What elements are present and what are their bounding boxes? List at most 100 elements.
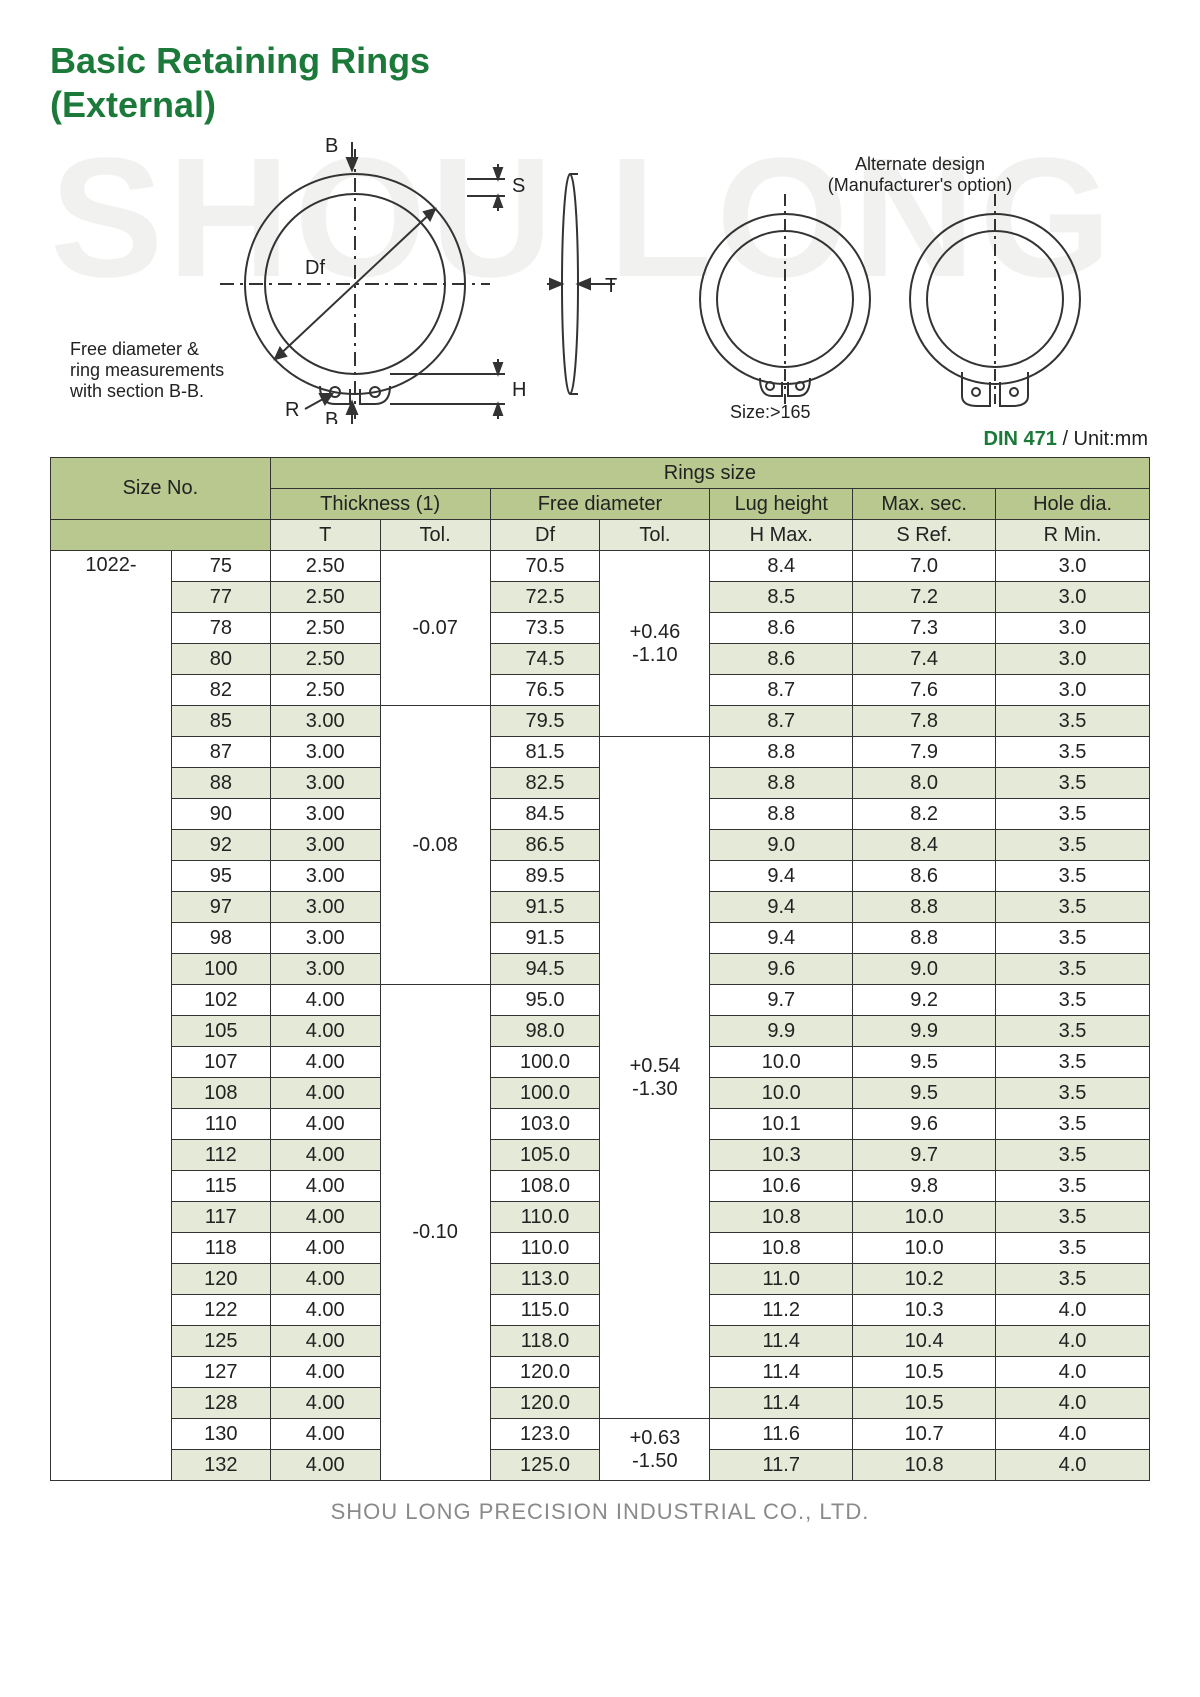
cell: 9.5 xyxy=(853,1047,996,1078)
cell: 100 xyxy=(171,954,270,985)
cell: 95 xyxy=(171,861,270,892)
cell: 3.5 xyxy=(996,799,1150,830)
cell: 107 xyxy=(171,1047,270,1078)
cell: 11.6 xyxy=(710,1419,853,1450)
cell: 73.5 xyxy=(490,613,600,644)
cell: 91.5 xyxy=(490,923,600,954)
cell: 8.8 xyxy=(853,923,996,954)
cell: 3.5 xyxy=(996,985,1150,1016)
cell: 9.8 xyxy=(853,1171,996,1202)
cell: 3.5 xyxy=(996,892,1150,923)
cell: 4.00 xyxy=(270,985,380,1016)
cell: 2.50 xyxy=(270,551,380,582)
cell: 9.9 xyxy=(853,1016,996,1047)
cell: 8.5 xyxy=(710,582,853,613)
cell: 4.00 xyxy=(270,1295,380,1326)
cell: 102 xyxy=(171,985,270,1016)
cell: 123.0 xyxy=(490,1419,600,1450)
cell: 7.6 xyxy=(853,675,996,706)
cell: 9.6 xyxy=(710,954,853,985)
cell: 132 xyxy=(171,1450,270,1481)
label-B-top: B xyxy=(325,135,338,157)
cell: 4.00 xyxy=(270,1078,380,1109)
cell: 3.5 xyxy=(996,1233,1150,1264)
cell: 3.5 xyxy=(996,768,1150,799)
th-maxsec: Max. sec. xyxy=(853,489,996,520)
cell: 3.5 xyxy=(996,1078,1150,1109)
cell: 8.8 xyxy=(853,892,996,923)
cell: 10.8 xyxy=(710,1202,853,1233)
cell: 97 xyxy=(171,892,270,923)
th-Rmin: R Min. xyxy=(996,520,1150,551)
cell: 3.5 xyxy=(996,706,1150,737)
cell: 10.3 xyxy=(853,1295,996,1326)
cell: 3.5 xyxy=(996,1109,1150,1140)
th-thickness: Thickness (1) xyxy=(270,489,490,520)
cell: 4.00 xyxy=(270,1450,380,1481)
free-diameter-note: Free diameter & ring measurements with s… xyxy=(70,339,224,402)
cell: 108.0 xyxy=(490,1171,600,1202)
cell: 88 xyxy=(171,768,270,799)
cell: 4.00 xyxy=(270,1264,380,1295)
cell: 8.0 xyxy=(853,768,996,799)
cell: 10.3 xyxy=(710,1140,853,1171)
cell: 4.00 xyxy=(270,1388,380,1419)
cell: 10.2 xyxy=(853,1264,996,1295)
cell: 115.0 xyxy=(490,1295,600,1326)
cell: 118.0 xyxy=(490,1326,600,1357)
cell: 4.00 xyxy=(270,1016,380,1047)
cell: 91.5 xyxy=(490,892,600,923)
cell: 7.2 xyxy=(853,582,996,613)
cell: 4.0 xyxy=(996,1388,1150,1419)
cell: 3.5 xyxy=(996,1047,1150,1078)
cell: 3.0 xyxy=(996,582,1150,613)
label-R: R xyxy=(285,399,299,421)
cell: 125.0 xyxy=(490,1450,600,1481)
cell: 86.5 xyxy=(490,830,600,861)
cell: 3.5 xyxy=(996,1140,1150,1171)
cell: 113.0 xyxy=(490,1264,600,1295)
cell: 8.7 xyxy=(710,706,853,737)
cell: 3.00 xyxy=(270,706,380,737)
tol-df: +0.46-1.10 xyxy=(600,551,710,737)
cell: 115 xyxy=(171,1171,270,1202)
cell: 108 xyxy=(171,1078,270,1109)
th-Tol1: Tol. xyxy=(380,520,490,551)
cell: 10.6 xyxy=(710,1171,853,1202)
cell: 11.4 xyxy=(710,1326,853,1357)
cell: 84.5 xyxy=(490,799,600,830)
cell: 3.00 xyxy=(270,923,380,954)
th-lug: Lug height xyxy=(710,489,853,520)
cell: 10.1 xyxy=(710,1109,853,1140)
cell: 4.00 xyxy=(270,1326,380,1357)
cell: 11.4 xyxy=(710,1357,853,1388)
cell: 3.5 xyxy=(996,1264,1150,1295)
cell: 3.5 xyxy=(996,861,1150,892)
cell: 8.6 xyxy=(710,613,853,644)
cell: 9.5 xyxy=(853,1078,996,1109)
cell: 110 xyxy=(171,1109,270,1140)
cell: 120.0 xyxy=(490,1357,600,1388)
cell: 10.5 xyxy=(853,1357,996,1388)
cell: 7.9 xyxy=(853,737,996,768)
cell: 98 xyxy=(171,923,270,954)
cell: 4.0 xyxy=(996,1419,1150,1450)
cell: 3.00 xyxy=(270,861,380,892)
cell: 79.5 xyxy=(490,706,600,737)
cell: 4.00 xyxy=(270,1047,380,1078)
cell: 10.4 xyxy=(853,1326,996,1357)
cell: 9.0 xyxy=(853,954,996,985)
cell: 4.0 xyxy=(996,1357,1150,1388)
diagram-area: B B S Df T H R Free diameter & ring meas… xyxy=(50,134,1150,424)
cell: 117 xyxy=(171,1202,270,1233)
cell: 10.0 xyxy=(853,1202,996,1233)
th-T: T xyxy=(270,520,380,551)
cell: 4.00 xyxy=(270,1140,380,1171)
cell: 3.00 xyxy=(270,830,380,861)
cell: 4.0 xyxy=(996,1295,1150,1326)
cell: 10.5 xyxy=(853,1388,996,1419)
cell: 82.5 xyxy=(490,768,600,799)
cell: 4.00 xyxy=(270,1233,380,1264)
cell: 3.5 xyxy=(996,830,1150,861)
cell: 8.4 xyxy=(710,551,853,582)
